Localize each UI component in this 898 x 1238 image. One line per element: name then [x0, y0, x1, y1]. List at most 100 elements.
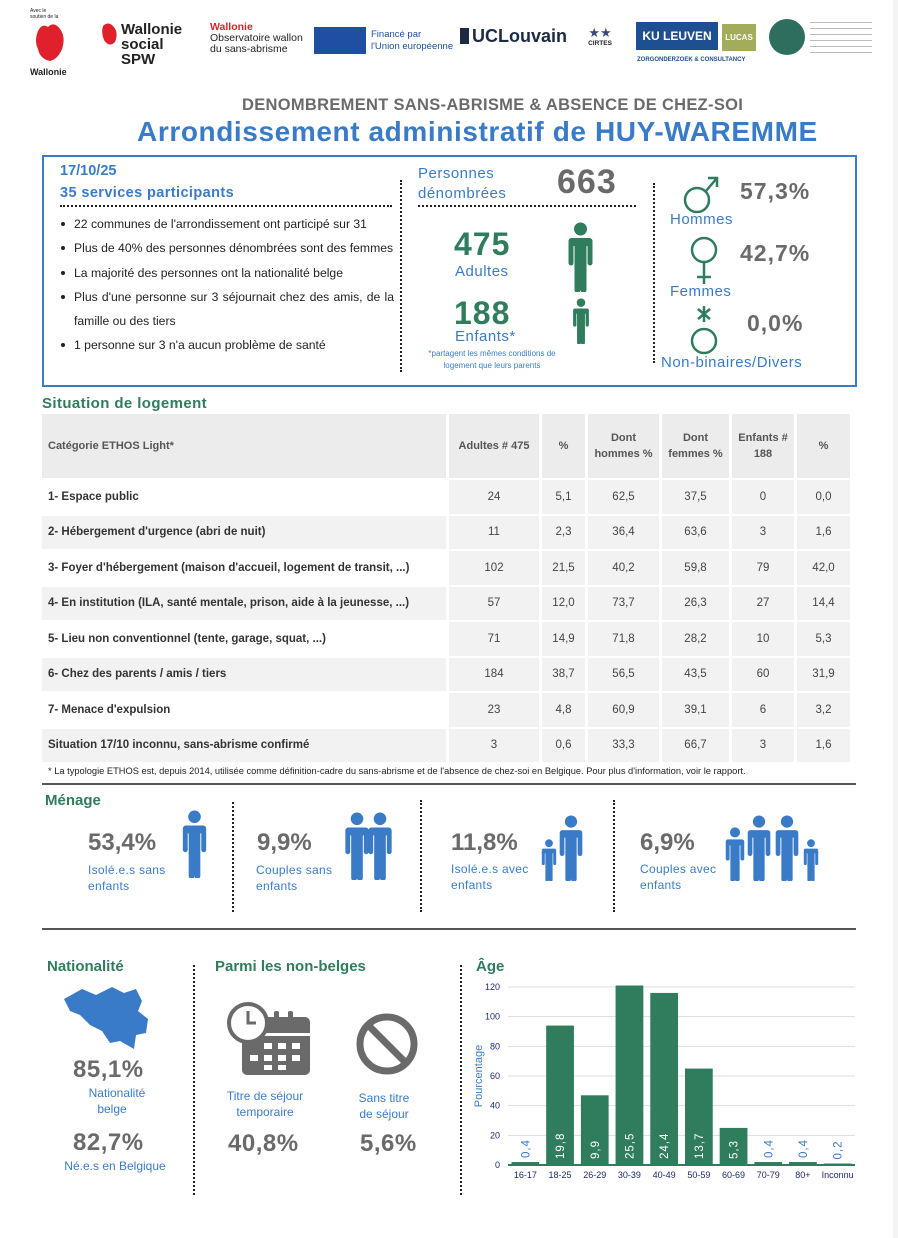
cell-category: 5- Lieu non conventionnel (tente, garage… [42, 622, 446, 656]
rooster-icon [102, 23, 117, 45]
cell-women-pct: 26,3 [662, 586, 729, 620]
bar [580, 1095, 609, 1165]
table-row: 4- En institution (ILA, santé mentale, p… [42, 586, 850, 620]
x-tick-label: 30-39 [618, 1170, 641, 1180]
table-row: 1- Espace public 24 5,1 62,5 37,5 0 0,0 [42, 480, 850, 514]
household-title: Ménage [45, 792, 101, 809]
cell-adults-pct: 2,3 [542, 515, 585, 549]
page-edge [893, 0, 898, 1238]
y-tick-label: 80 [490, 1041, 500, 1051]
cell-category: 7- Menace d'expulsion [42, 693, 446, 727]
logo-eu-line2: l'Union européenne [371, 41, 454, 52]
cell-category: 4- En institution (ILA, santé mentale, p… [42, 586, 446, 620]
table-row: 7- Menace d'expulsion 23 4,8 60,9 39,1 6 3,2 [42, 693, 850, 727]
children-value: 188 [454, 295, 511, 331]
summary-box [42, 155, 857, 387]
bar [546, 1025, 574, 1165]
cell-category: 3- Foyer d'hébergement (maison d'accueil… [42, 551, 446, 585]
household-label-2: enfants [256, 879, 298, 893]
cell-adults: 24 [449, 480, 539, 514]
divider [418, 205, 636, 207]
male-value: 57,3% [740, 178, 811, 204]
bar-data-label: 0,4 [520, 1139, 532, 1158]
uclouvain-mark-icon [460, 28, 469, 44]
col-adults-pct: % [542, 414, 585, 478]
non-belgian-title: Parmi les non-belges [215, 958, 366, 975]
cell-adults-pct: 21,5 [542, 551, 585, 585]
divider [42, 783, 856, 785]
counted-value: 663 [557, 163, 617, 201]
cell-women-pct: 37,5 [662, 480, 729, 514]
divider [420, 800, 422, 912]
household-value: 11,8% [451, 829, 518, 856]
logo-wallonie-social-text: Wallonie social SPW [121, 21, 183, 68]
divider [193, 965, 195, 1195]
cell-men-pct: 36,4 [588, 515, 659, 549]
adults-label: Adultes [455, 263, 509, 280]
children-label: Enfants* [455, 328, 516, 345]
child-icon [572, 298, 590, 344]
temp-permit-value: 40,8% [228, 1130, 299, 1157]
summary-date: 17/10/25 [60, 163, 117, 179]
housing-footnote: * La typologie ETHOS est, depuis 2014, u… [48, 766, 746, 776]
page-title: Arrondissement administratif de HUY-WARE… [137, 116, 818, 147]
children-note-1: *partagent les mêmes conditions de [428, 349, 556, 358]
logo-eu-line1: Financé par [371, 29, 422, 40]
cell-adults: 11 [449, 515, 539, 549]
cell-category: 6- Chez des parents / amis / tiers [42, 657, 446, 691]
household-label-1: Couples sans [256, 863, 333, 877]
y-tick-label: 40 [490, 1101, 500, 1111]
cell-children-pct: 3,2 [797, 693, 850, 727]
household-value: 6,9% [640, 829, 695, 856]
logo-lucas: LUCAS [722, 24, 756, 51]
divider [42, 928, 856, 930]
summary-bullet: 22 communes de l'arrondissement ont part… [58, 212, 394, 236]
summary-bullet: 1 personne sur 3 n'a aucun problème de s… [58, 333, 394, 357]
bar-data-label: 13,7 [694, 1133, 706, 1159]
belgian-value: 85,1% [73, 1056, 144, 1083]
col-children: Enfants # 188 [732, 414, 794, 478]
x-tick-label: 60-69 [722, 1170, 745, 1180]
cell-children-pct: 42,0 [797, 551, 850, 585]
cell-adults: 23 [449, 693, 539, 727]
bar [684, 1068, 713, 1165]
x-tick-label: 26-29 [583, 1170, 606, 1180]
temp-permit-label-2: temporaire [236, 1105, 294, 1119]
single-person-icon [181, 810, 208, 878]
cell-children-pct: 31,9 [797, 657, 850, 691]
col-adults: Adultes # 475 [449, 414, 539, 478]
page-subtitle: DENOMBREMENT SANS-ABRISME & ABSENCE DE C… [242, 96, 744, 114]
cell-adults-pct: 38,7 [542, 657, 585, 691]
logo-uclouvain-text: UCLouvain [472, 26, 568, 46]
bar-data-label: 25,5 [624, 1133, 636, 1159]
col-category: Catégorie ETHOS Light* [42, 414, 446, 478]
cell-children: 10 [732, 622, 794, 656]
col-men: Dont hommes % [588, 414, 659, 478]
logo-lucas-sub: ZORGONDERZOEK & CONSULTANCY [637, 57, 746, 63]
table-row: 5- Lieu non conventionnel (tente, garage… [42, 622, 850, 656]
table-row: Situation 17/10 inconnu, sans-abrisme co… [42, 728, 850, 762]
cell-children: 27 [732, 586, 794, 620]
divider [613, 800, 615, 912]
male-label: Hommes [670, 211, 734, 228]
age-chart: 0 20 40 60 80 100 120 Pourcentage 0,4 16-17 19,8 18… [473, 982, 855, 1180]
cirtes-stars-icon: ★★ [588, 25, 612, 40]
bar [823, 1163, 852, 1165]
logo-wallonie-social: Wallonie social SPW [100, 20, 188, 68]
household-label-2: enfants [88, 879, 130, 893]
bar-data-label: 24,4 [659, 1133, 671, 1159]
logo-uclouvain: UCLouvain [460, 26, 567, 47]
adult-icon [567, 222, 594, 292]
y-axis-label: Pourcentage [473, 1045, 485, 1107]
adults-value: 475 [454, 226, 511, 262]
cell-men-pct: 56,5 [588, 657, 659, 691]
x-tick-label: 80+ [795, 1170, 810, 1180]
cell-women-pct: 59,8 [662, 551, 729, 585]
x-tick-label: 18-25 [549, 1170, 572, 1180]
x-tick-label: Inconnu [822, 1170, 854, 1180]
divider [232, 802, 234, 912]
divider [60, 205, 392, 207]
logo-poverty-service [769, 19, 805, 55]
cell-children-pct: 0,0 [797, 480, 850, 514]
cell-adults-pct: 12,0 [542, 586, 585, 620]
